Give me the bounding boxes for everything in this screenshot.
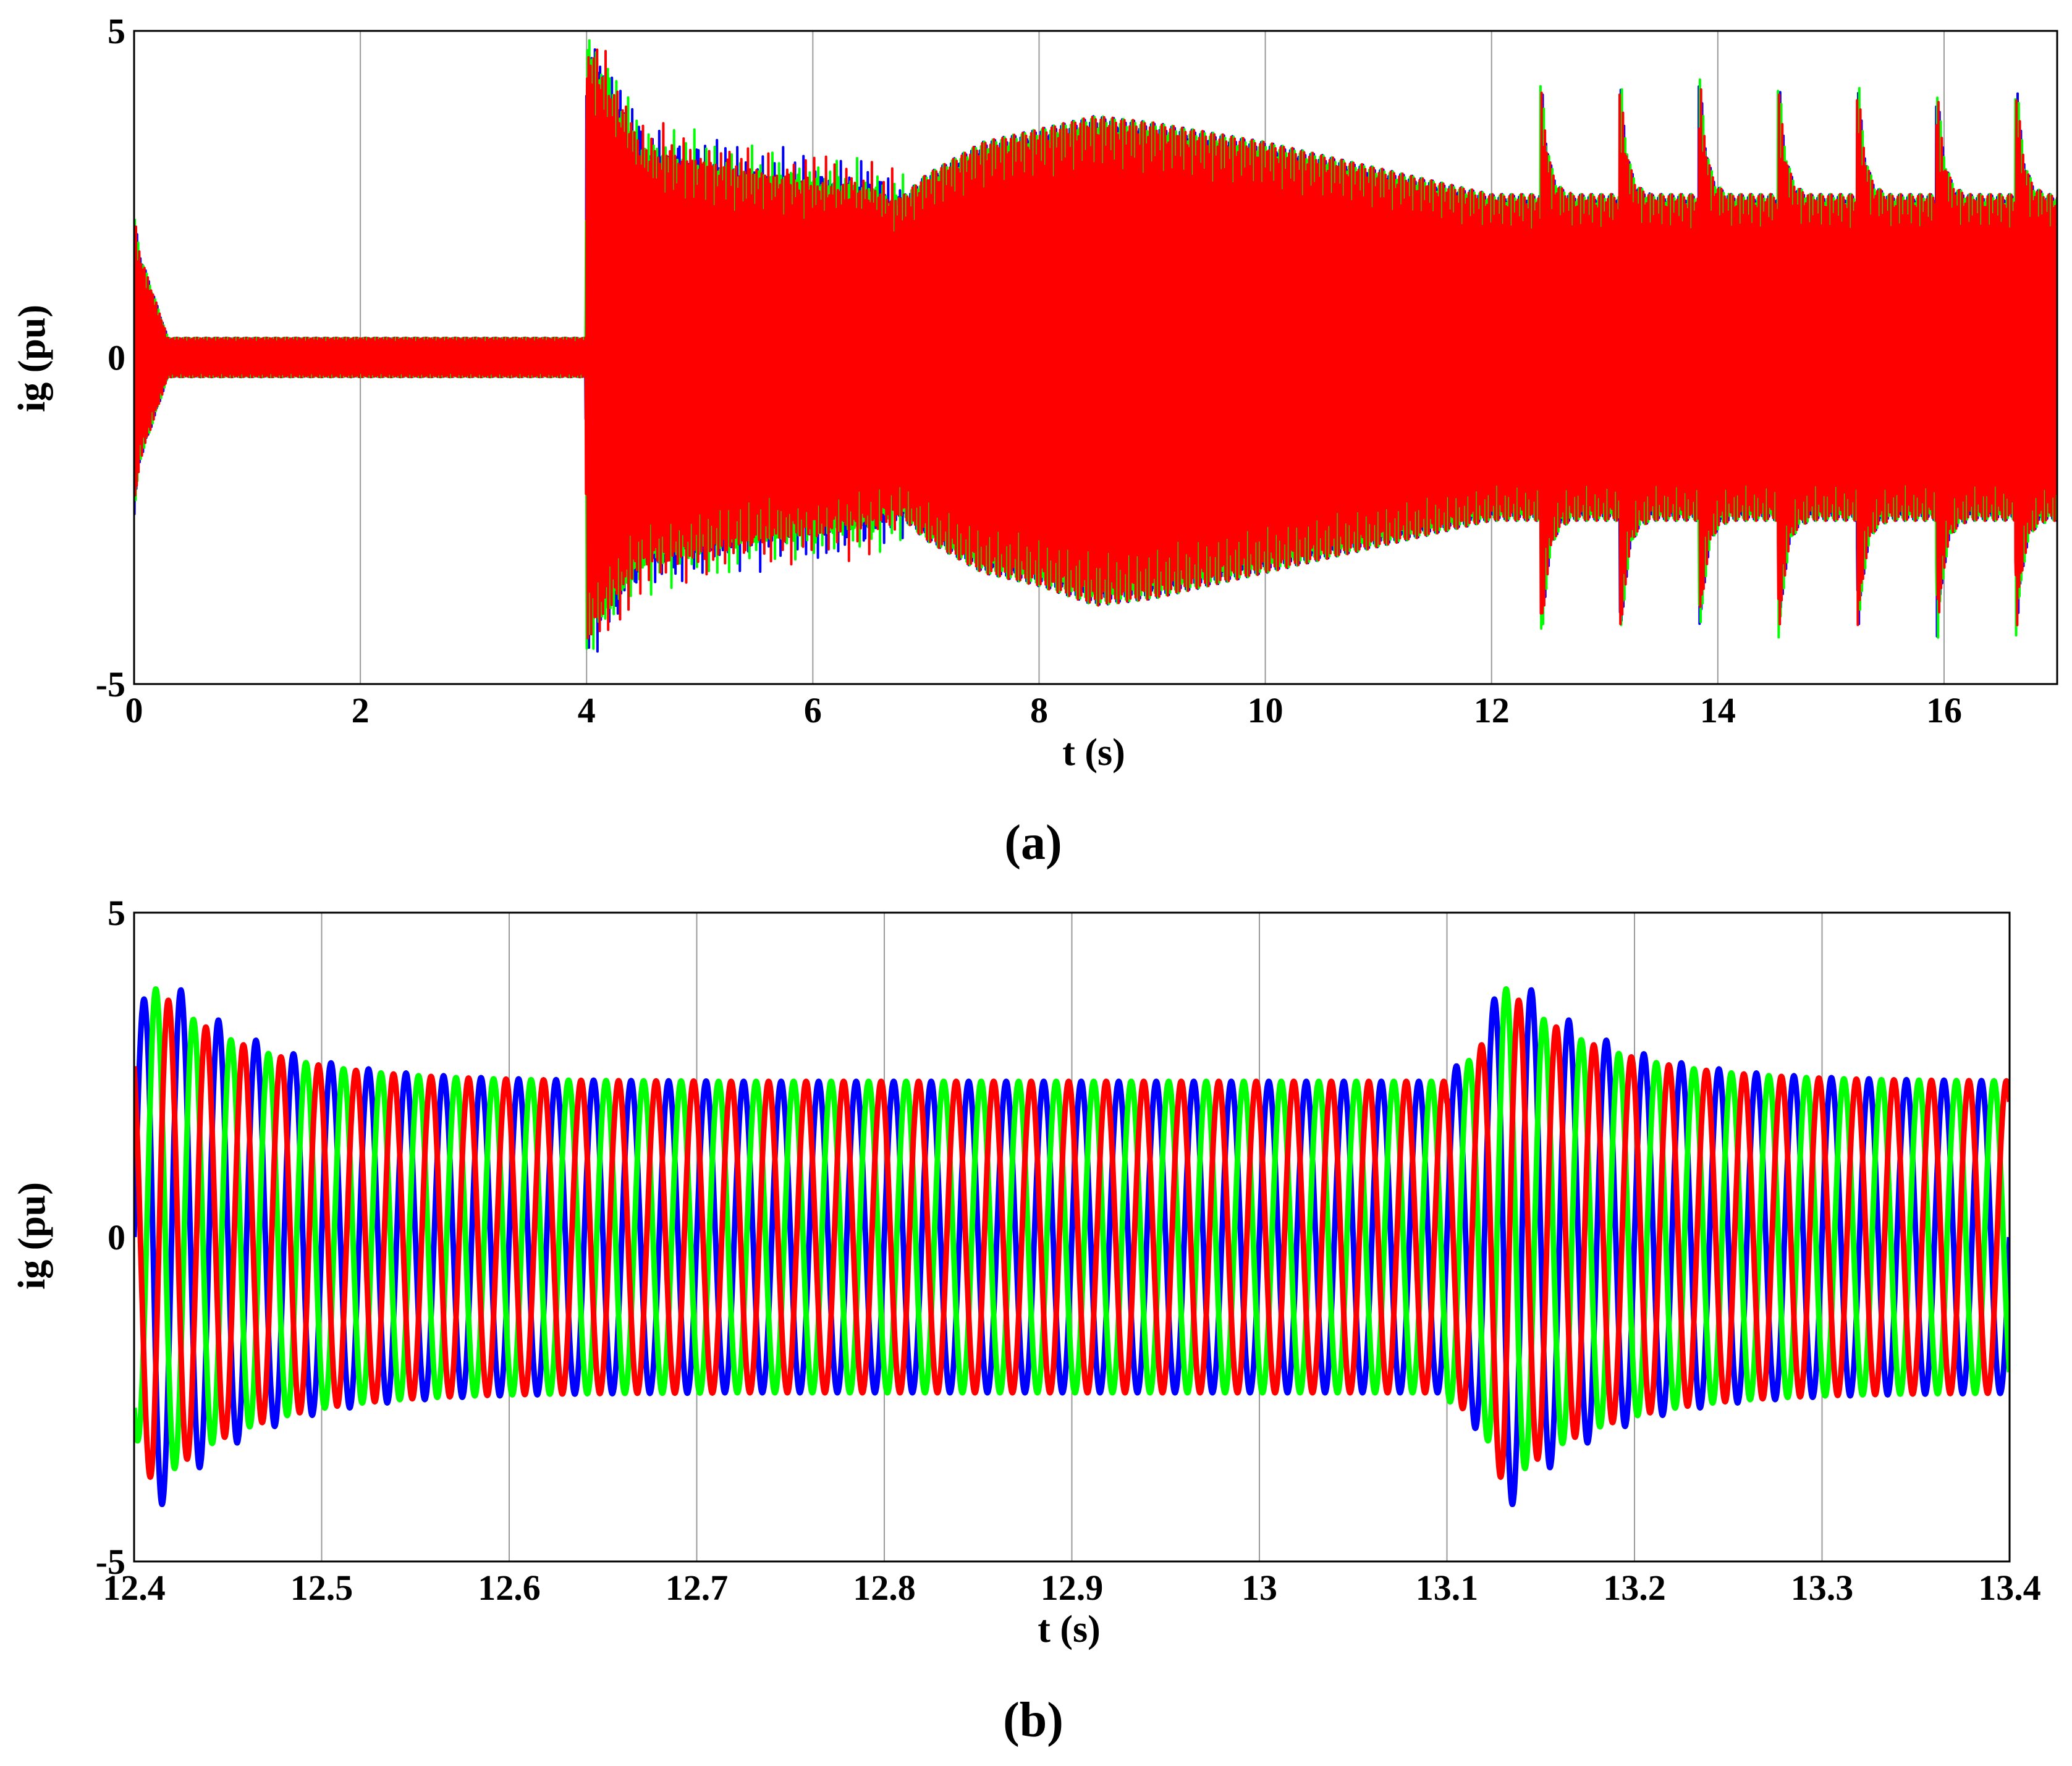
x-tick-label: 0 [125, 690, 143, 730]
plot-frame-b [133, 911, 2011, 1563]
x-tick-label: 13.4 [1978, 1568, 2041, 1608]
series-b [134, 986, 2010, 1507]
x-axis-label-a: t (s) [1062, 732, 1125, 774]
x-tick-label: 8 [1030, 690, 1048, 730]
panel-label-b: (b) [1003, 1693, 1063, 1747]
x-tick-label: 12.8 [853, 1568, 916, 1608]
panel-label-a: (a) [1004, 816, 1062, 870]
x-tick-label: 13 [1241, 1568, 1277, 1608]
series-line-b-2 [134, 997, 2010, 1480]
y-tick-label: -5 [96, 1542, 125, 1582]
y-tick-labels-b: -5 0 5 [96, 893, 125, 1582]
x-tick-label: 12.4 [103, 1568, 166, 1608]
plot-frame-a [133, 30, 2058, 685]
x-tick-label: 13.2 [1603, 1568, 1666, 1608]
x-tick-labels-a: 0 2 4 6 8 10 12 14 16 [125, 690, 1962, 730]
x-tick-label: 13.3 [1791, 1568, 1854, 1608]
x-tick-label: 12.5 [290, 1568, 353, 1608]
y-tick-label: 5 [108, 893, 125, 933]
y-tick-label: 5 [108, 11, 125, 51]
x-tick-label: 16 [1926, 690, 1962, 730]
x-tick-label: 13.1 [1416, 1568, 1479, 1608]
y-axis-label-a: ig (pu) [11, 305, 53, 412]
y-tick-label: 0 [108, 338, 125, 378]
x-axis-label-b: t (s) [1038, 1608, 1101, 1650]
panel-a: 0 2 4 6 8 10 12 14 16 -505 t (s) ig (pu) (a) [11, 11, 2058, 870]
panel-b: 12.4 12.5 12.6 12.7 12.8 12.9 13 13.1 13.2 13.3 13… [11, 893, 2041, 1747]
series-a [134, 39, 2057, 653]
x-tick-label: 6 [804, 690, 822, 730]
x-tick-labels-b: 12.4 12.5 12.6 12.7 12.8 12.9 13 13.1 13.2 13.3 13… [103, 1568, 2041, 1608]
series-line-b-0 [134, 987, 2010, 1507]
y-tick-label: 0 [108, 1217, 125, 1257]
x-tick-label: 12.6 [478, 1568, 541, 1608]
series-line-a-2 [134, 48, 2057, 640]
series-line-b-1 [134, 986, 2010, 1471]
x-tick-label: 12.7 [666, 1568, 729, 1608]
y-axis-label-b: ig (pu) [11, 1182, 53, 1290]
x-tick-label: 12 [1474, 690, 1510, 730]
x-tick-label: 10 [1248, 690, 1283, 730]
x-tick-label: 14 [1700, 690, 1736, 730]
y-tick-label: -5 [96, 664, 125, 704]
x-tick-label: 4 [578, 690, 596, 730]
y-tick-labels-a: -5 0 5 [96, 11, 125, 704]
x-tick-label: 2 [352, 690, 370, 730]
x-tick-label: 12.9 [1041, 1568, 1104, 1608]
